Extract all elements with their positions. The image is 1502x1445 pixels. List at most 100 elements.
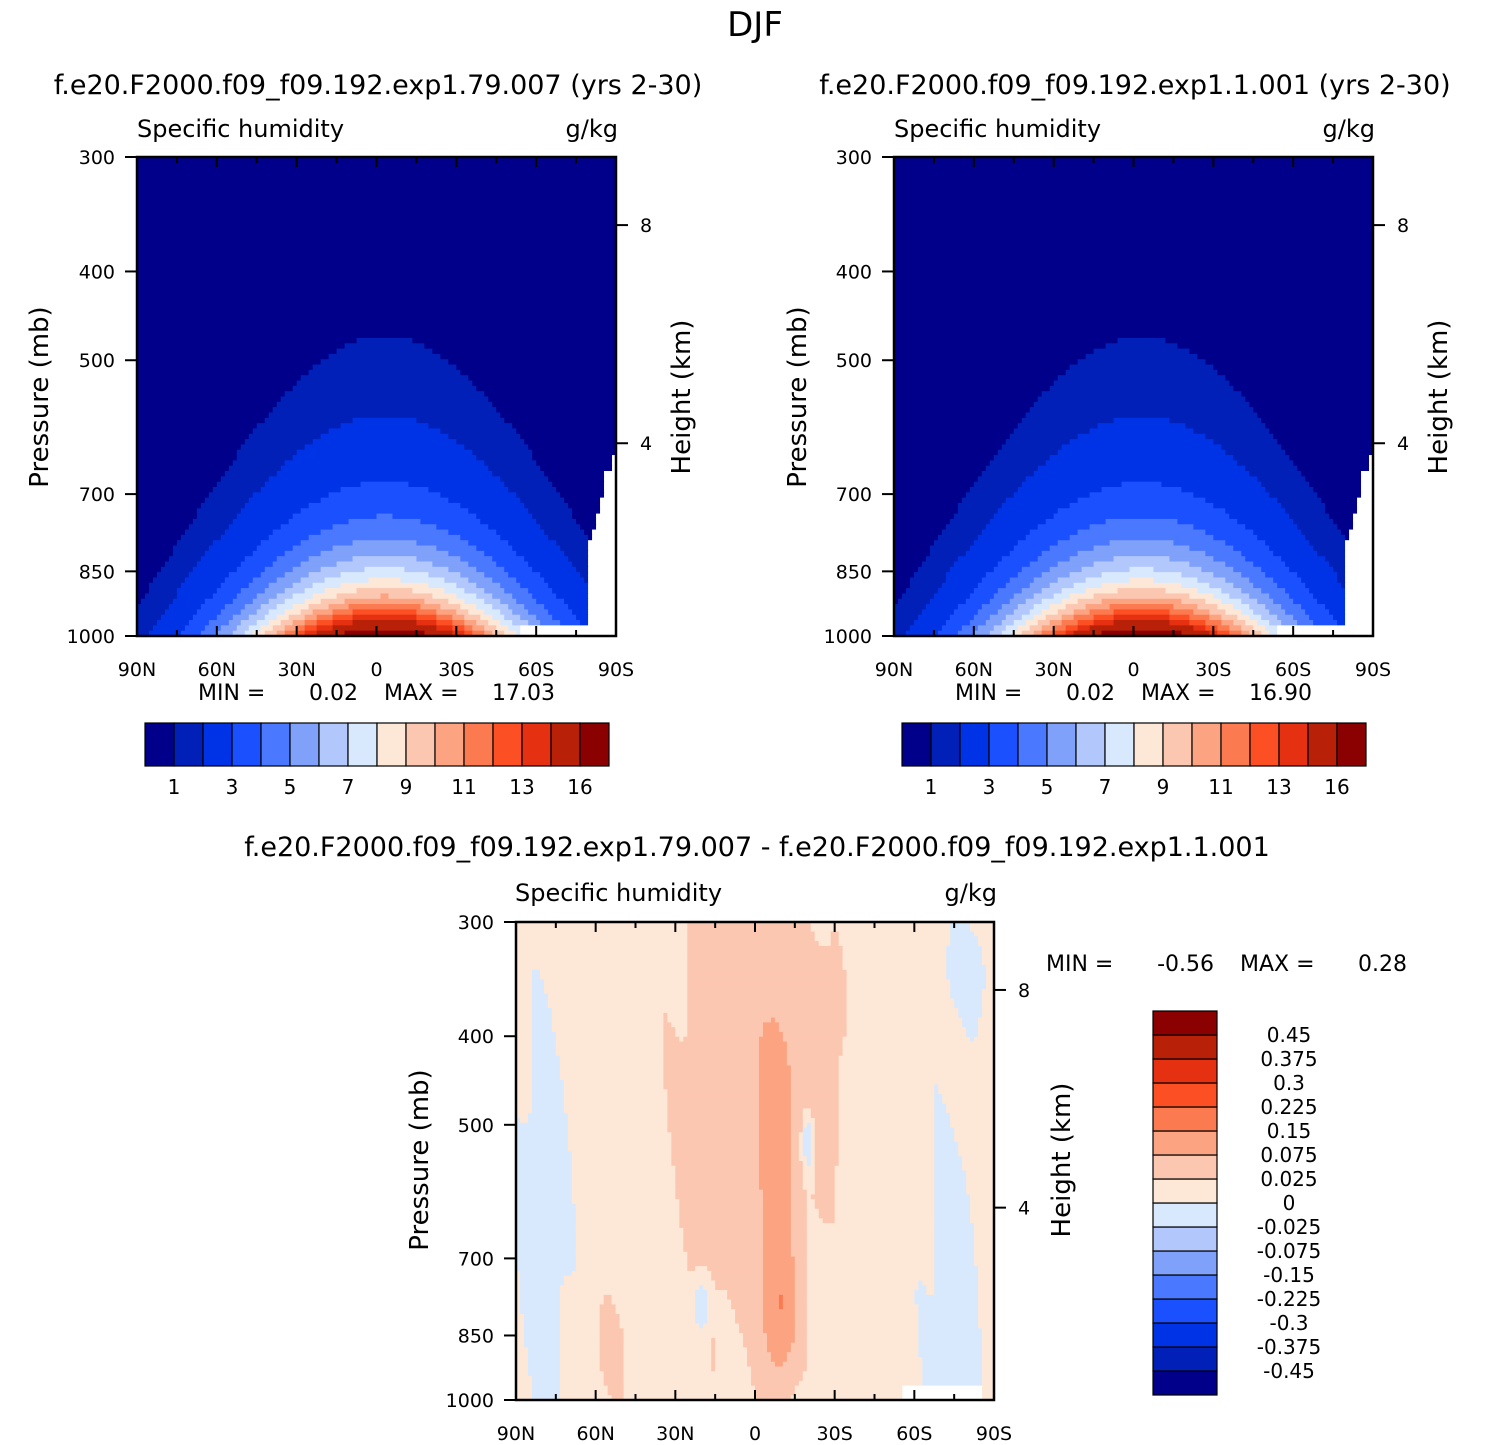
contour-cell [758,1161,792,1167]
contour-cell [973,588,999,595]
colorbar-label: 0.3 [1273,1071,1305,1095]
contour-cell [260,625,274,632]
contour-cell [452,620,465,626]
panel-a-minmax: MIN = 0.02 MAX = 17.03 [198,681,555,706]
contour-cell [1069,364,1214,371]
contour-cell [500,412,617,419]
contour-cell [822,1218,836,1224]
contour-cell [336,593,382,600]
contour-cell [937,588,975,595]
contour-cell [548,582,589,589]
contour-cell [555,1041,664,1047]
contour-cell [1205,433,1274,440]
contour-cell [137,391,286,398]
contour-cell [575,1213,680,1219]
contour-cell [946,960,983,966]
contour-cell [1037,556,1071,563]
contour-cell [1033,604,1051,610]
contour-cell [516,1270,521,1277]
contour-cell [500,609,513,616]
contour-cell [284,391,485,398]
contour-cell [567,1113,668,1119]
contour-cell [814,1199,836,1205]
contour-cell [520,614,537,621]
contour-cell [715,1356,748,1363]
contour-cell [516,1094,533,1100]
contour-cell [790,1146,800,1153]
contour-cell [436,609,457,616]
contour-cell [1029,582,1051,589]
colorbar-label: 16 [567,775,592,799]
contour-cell [260,540,302,547]
contour-cell [516,1337,525,1344]
contour-cell [548,609,573,616]
contour-cell [782,1031,848,1038]
contour-cell [137,550,174,557]
contour-cell [468,508,529,515]
contour-cell [982,1371,995,1377]
contour-cell [603,1294,613,1301]
contour-cell [484,460,537,467]
contour-cell [965,492,1015,499]
contour-cell [576,518,597,525]
contour-cell [1217,630,1230,637]
contour-cell [528,620,541,626]
contour-cell [316,620,334,626]
contour-cell [500,534,549,541]
contour-cell [516,1251,577,1258]
contour-cell [846,993,951,1000]
contour-cell [575,1261,688,1267]
contour-cell [1205,625,1218,632]
contour-cell [790,1065,840,1071]
contour-cell [516,1342,525,1349]
y-tick-label: 850 [458,1325,494,1347]
contour-cell [520,433,617,440]
contour-cell [790,1189,808,1196]
contour-cell [472,630,485,637]
contour-cell [1261,614,1278,621]
contour-cell [623,1366,712,1372]
contour-cell [540,620,561,626]
contour-cell [1277,582,1306,589]
contour-cell [950,926,971,933]
contour-cell [1241,630,1250,637]
contour-cell [707,1313,736,1320]
contour-cell [1277,497,1322,504]
x-tick-label: 60N [576,1423,614,1445]
contour-cell [894,582,911,589]
contour-cell [1353,518,1374,525]
contour-cell [945,572,987,579]
contour-cell [894,572,915,579]
colorbar-box [1152,1034,1218,1060]
contour-cell [1041,609,1059,616]
contour-cell [894,306,1374,312]
colorbar-box [1152,1058,1218,1084]
colorbar-box [1133,722,1164,767]
contour-cell [982,993,995,1000]
contour-cell [1345,572,1374,579]
colorbar-box [1152,1082,1218,1108]
contour-cell [802,1161,808,1167]
contour-cell [280,396,489,403]
y-tick-label: 400 [79,261,115,283]
contour-cell [1205,529,1254,536]
x-tick-label: 30S [817,1423,853,1445]
contour-cell [978,1022,995,1028]
contour-cell [974,1251,995,1258]
contour-cell [806,1285,919,1291]
contour-cell [802,1127,812,1133]
contour-cell [332,545,437,552]
contour-cell [1001,444,1063,451]
contour-cell [531,1103,565,1110]
contour-cell [559,1356,601,1363]
contour-cell [790,1151,800,1157]
contour-cell [599,1361,625,1368]
contour-cell [937,534,979,541]
contour-cell [782,1294,796,1301]
contour-cell [1309,614,1334,621]
contour-cell [623,1333,744,1339]
contour-cell [977,582,1007,589]
contour-cell [244,502,310,509]
contour-cell [747,1356,772,1363]
contour-cell [894,242,1374,249]
